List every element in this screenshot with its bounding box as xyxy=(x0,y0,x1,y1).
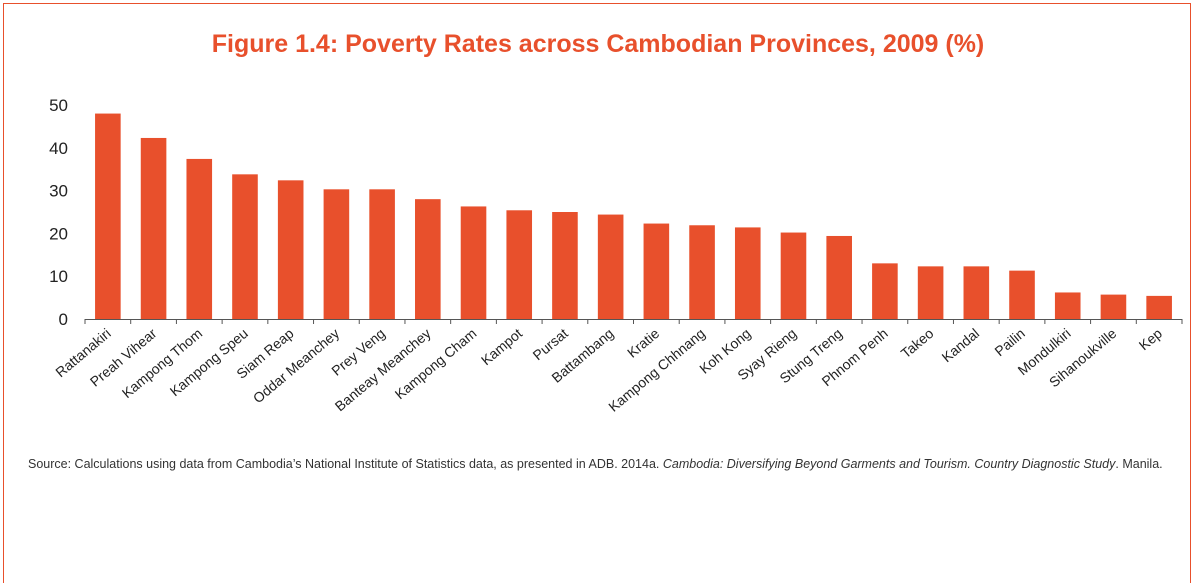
x-tick-label: Kampong Speu xyxy=(167,325,251,399)
y-tick-label: 10 xyxy=(49,267,68,286)
x-tick-label: Kampot xyxy=(478,325,525,368)
y-tick-label: 50 xyxy=(49,96,68,115)
bar xyxy=(1100,294,1127,319)
y-tick-label: 20 xyxy=(49,224,68,243)
source-prefix: Source: Calculations using data from Cam… xyxy=(28,457,663,471)
bar xyxy=(506,210,533,319)
bar xyxy=(277,180,304,319)
x-tick-label: Kampong Thom xyxy=(119,325,205,401)
x-tick-label: Kratie xyxy=(624,325,662,361)
y-axis: 0 10 20 30 40 50 xyxy=(49,96,68,329)
bar xyxy=(597,214,624,319)
x-tick-label: Pursat xyxy=(530,325,571,363)
bar xyxy=(323,189,350,319)
bar xyxy=(689,225,715,319)
bar xyxy=(186,158,213,319)
bar xyxy=(917,266,944,319)
bar xyxy=(872,263,898,319)
chart-title: Figure 1.4: Poverty Rates across Cambodi… xyxy=(211,30,985,58)
bar xyxy=(1146,295,1172,319)
x-tick-label: Kandal xyxy=(939,325,983,365)
x-tick-label: Takeo xyxy=(898,325,937,361)
bar xyxy=(1009,270,1035,319)
x-tick-label: Kampong Cham xyxy=(392,325,480,402)
bar xyxy=(643,223,670,319)
bar xyxy=(95,113,121,319)
y-tick-label: 40 xyxy=(49,139,68,158)
y-tick-label: 30 xyxy=(49,182,68,201)
x-tick-label: Pailin xyxy=(991,325,1028,359)
bar xyxy=(780,232,807,319)
bar xyxy=(963,266,990,319)
source-italic: Cambodia: Diversifying Beyond Garments a… xyxy=(662,457,1116,471)
y-tick-label: 0 xyxy=(59,310,68,329)
bar xyxy=(369,189,395,319)
figure-frame xyxy=(3,3,1191,583)
bar xyxy=(552,212,578,319)
x-tick-label: Kep xyxy=(1136,325,1166,353)
source-suffix: . Manila. xyxy=(1115,457,1163,471)
bars xyxy=(95,113,1172,319)
bar xyxy=(1054,292,1081,319)
bar xyxy=(826,235,852,319)
bar xyxy=(415,199,441,319)
bar xyxy=(460,206,487,319)
bar xyxy=(140,137,167,319)
source-note: Source: Calculations using data from Cam… xyxy=(28,456,1168,473)
bar xyxy=(232,174,258,319)
bar xyxy=(734,227,761,319)
